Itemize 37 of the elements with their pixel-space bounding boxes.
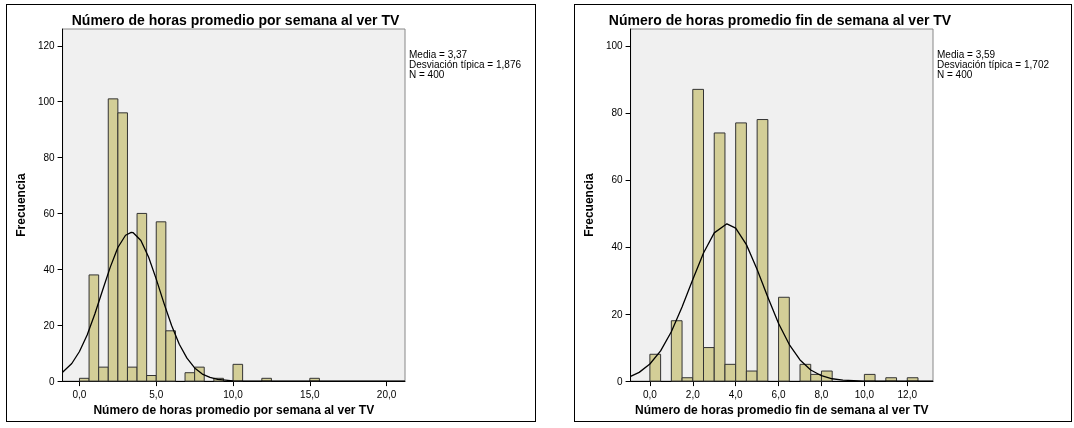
text: Media = 3,37: [409, 48, 468, 60]
chart-title: Número de horas promedio por semana al ver TV: [71, 12, 400, 28]
y-tick-label: 40: [611, 241, 624, 253]
y-tick-label: 0: [49, 375, 56, 387]
x-tick-label: 20,0: [376, 388, 397, 400]
y-axis-title: Frecuencia: [14, 173, 28, 237]
x-tick-label: 8,0: [814, 388, 829, 400]
y-tick-label: 100: [37, 96, 56, 108]
x-tick-label: 4,0: [728, 388, 744, 400]
y-tick-label: 100: [605, 40, 624, 52]
y-tick-label: 80: [43, 152, 56, 164]
chart-title: Número de horas promedio fin de semana al ver TV: [608, 12, 952, 28]
y-tick-label: 120: [37, 40, 56, 52]
text: Media = 3,59: [937, 48, 996, 60]
x-tick-label: 10,0: [854, 388, 875, 400]
x-tick-label: 5,0: [149, 388, 164, 400]
x-axis-title: Número de horas promedio fin de semana al ver TV: [635, 403, 929, 417]
y-tick-label: 60: [43, 207, 56, 219]
y-tick-label: 80: [611, 107, 624, 119]
x-tick-label: 15,0: [300, 388, 320, 400]
y-tick-label: 60: [611, 174, 624, 186]
x-tick-label: 12,0: [897, 388, 918, 400]
x-tick-label: 6,0: [771, 388, 786, 400]
text: N = 400: [937, 68, 973, 80]
x-tick-label: 2,0: [685, 388, 701, 400]
x-tick-label: 0,0: [72, 388, 87, 400]
y-axis-title: Frecuencia: [582, 173, 596, 237]
text: Desviación típica = 1,702: [937, 58, 1050, 70]
y-tick-label: 20: [611, 308, 624, 320]
x-axis-title: Número de horas promedio por semana al ver TV: [93, 403, 375, 417]
y-tick-label: 0: [617, 375, 624, 387]
text: Desviación típica = 1,876: [409, 58, 522, 70]
x-tick-label: 0,0: [642, 388, 658, 400]
y-tick-label: 20: [43, 319, 56, 331]
text: N = 400: [409, 68, 445, 80]
x-tick-label: 10,0: [223, 388, 244, 400]
y-tick-label: 40: [43, 263, 56, 275]
